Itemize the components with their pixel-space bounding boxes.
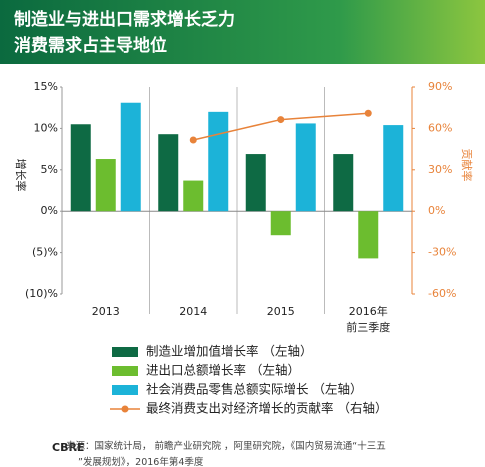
title-banner (0, 0, 485, 64)
x-tick-label: 2016年前三季度 (346, 304, 390, 334)
line-point (277, 116, 285, 124)
y-tick-label: 5% (41, 163, 58, 176)
bar (270, 211, 291, 236)
y-tick-label: 0% (41, 204, 58, 217)
y-tick-label: (5)% (32, 246, 58, 259)
y2-tick-label: -60% (428, 287, 456, 300)
x-tick-label: 2015 (267, 305, 295, 318)
bar (95, 159, 116, 212)
y-tick-label: 10% (34, 121, 58, 134)
y2-tick-label: 90% (428, 80, 452, 93)
y-tick-label: 15% (34, 80, 58, 93)
line-point (189, 136, 197, 144)
bar (120, 102, 141, 212)
bar (245, 154, 266, 212)
bar (295, 123, 316, 212)
legend-swatch (112, 366, 138, 376)
y2-tick-label: -30% (428, 246, 456, 259)
bar (208, 111, 229, 212)
source-note: 来源：国家统计局， 前瞻产业研究院 ，阿里研究院，《国内贸易流通“十三五”发展规… (66, 440, 386, 467)
y-tick-label: (10)% (25, 287, 58, 300)
bar (158, 134, 179, 212)
legend-swatch (112, 385, 138, 395)
bar (183, 180, 204, 212)
legend-swatch (121, 405, 129, 413)
source-logo: CBRE (52, 441, 84, 454)
chart-subtitle: 消费需求占主导地位 (14, 35, 167, 56)
y2-tick-label: 30% (428, 163, 452, 176)
legend-label: 社会消费品零售总额实际增长 （左轴） (146, 382, 362, 397)
bar (358, 211, 379, 259)
bar (333, 154, 354, 212)
y2-axis-label: 贡献率 (460, 149, 474, 182)
y-axis-label: 增长率 (14, 159, 28, 192)
y2-tick-label: 0% (428, 204, 445, 217)
legend-label: 最终消费支出对经济增长的贡献率 （右轴） (146, 401, 387, 416)
chart-title: 制造业与进出口需求增长乏力 (14, 9, 235, 30)
bar (70, 124, 91, 212)
x-tick-label: 2013 (92, 305, 120, 318)
line-point (364, 109, 372, 117)
legend-swatch (112, 347, 138, 357)
bar (383, 125, 404, 212)
legend-label: 进出口总额增长率 （左轴） (146, 363, 300, 378)
y2-tick-label: 60% (428, 121, 452, 134)
legend-label: 制造业增加值增长率 （左轴） (146, 344, 312, 359)
x-tick-label: 2014 (179, 305, 207, 318)
